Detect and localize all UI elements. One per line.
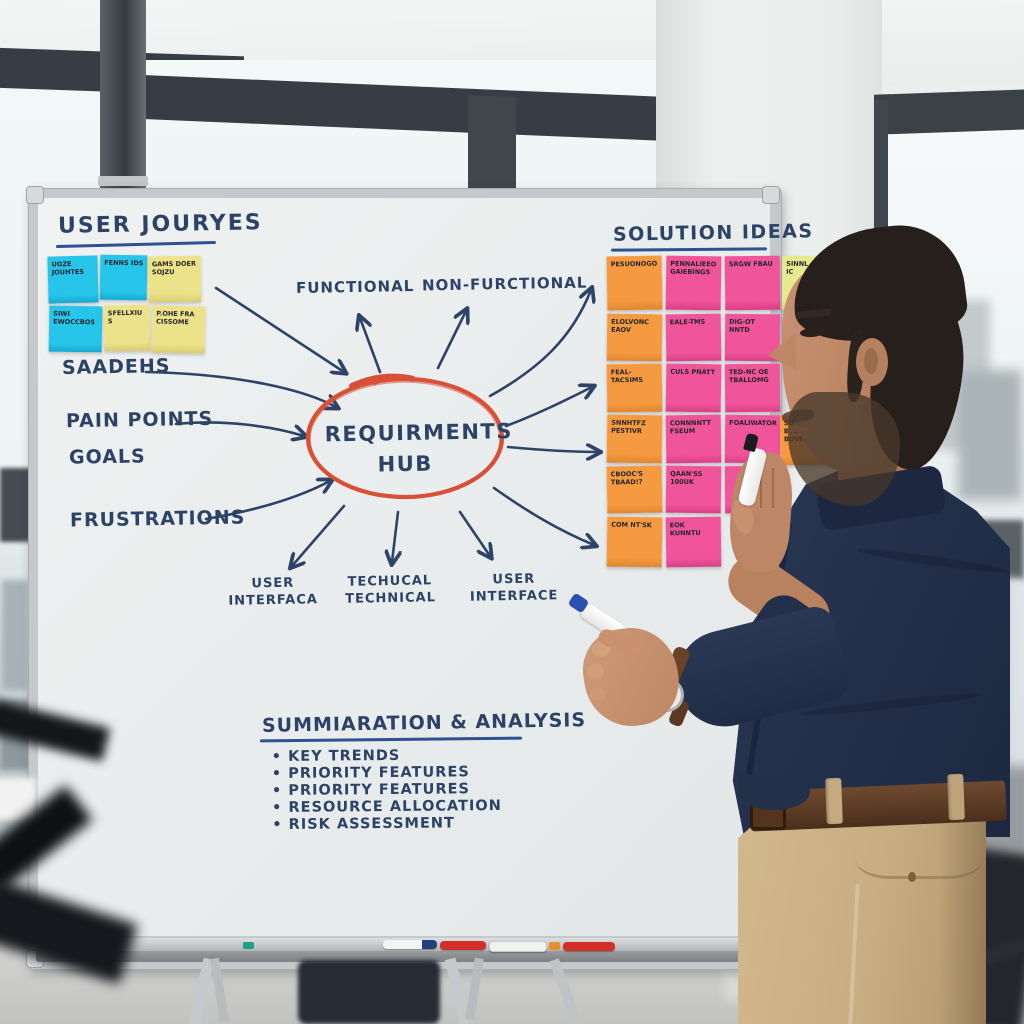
sticky-note: ELOLVONC EAOV <box>606 313 663 362</box>
tray-marker-orange <box>549 942 560 950</box>
hub-line2: HUB <box>377 451 434 477</box>
sticky-note: SIWI EWOCCBOS <box>48 305 103 353</box>
sticky-note: SRGW FBAU <box>724 255 781 311</box>
label-line: USER <box>492 571 536 588</box>
sticky-note: P.OHE FRA CISSOME <box>151 305 206 354</box>
chair-blur-under-board <box>298 960 440 1024</box>
sticky-note: FOALIWATOR <box>724 414 781 464</box>
summary-bullet-list: KEY TRENDS PRIORITY FEATURES PRIORITY FE… <box>272 747 502 834</box>
label-frustrations: FRUSTRATIONS <box>69 506 246 532</box>
sticky-note: SNNHTFZ PESTIVR <box>606 414 663 464</box>
label-goals: GOALS <box>68 445 146 469</box>
summary-bullet: PRIORITY FEATURES <box>272 781 502 800</box>
sticky-note: EOK KUNNTU <box>665 516 722 568</box>
label-line: TECHUCAL <box>347 573 433 590</box>
label-user-interfaca: USER INTERFACA <box>228 574 319 610</box>
easel-pole-band <box>98 176 148 186</box>
sticky-note: DIG-OT NNTD <box>724 313 781 362</box>
label-functional: FUNCTIONAL <box>295 276 415 298</box>
label-line: USER <box>251 575 295 592</box>
summary-bullet: PRIORITY FEATURES <box>272 764 502 783</box>
tray-marker-red2 <box>563 942 615 951</box>
sticky-note: COM NT'SK <box>606 516 663 568</box>
label-pain-points: PAIN POINTS <box>65 407 214 433</box>
tray-marker-navy <box>383 940 437 949</box>
label-line: INTERFACE <box>469 588 559 605</box>
sticky-note: QAAN'SS 100UK <box>665 465 722 514</box>
label-saadehs: SAADEHS <box>61 355 171 379</box>
hub-circle <box>305 373 505 500</box>
sticky-note: PENNALIEEO GAIEBINGS <box>665 255 722 311</box>
frame-corner-cap <box>762 186 780 204</box>
tray-marker-teal <box>243 942 254 949</box>
hub-line1: REQUIRMENTS <box>324 419 514 447</box>
summary-bullet: RISK ASSESSMENT <box>272 815 502 834</box>
sticky-note: FENNS IDS <box>99 254 148 301</box>
sticky-note: UOZE JOUHTES <box>47 255 99 304</box>
solution-ideas-title: SOLUTION IDEAS <box>612 220 814 246</box>
easel-pole <box>100 0 146 196</box>
summary-bullet: KEY TRENDS <box>272 747 502 766</box>
tray-marker-white <box>489 941 547 952</box>
sticky-note: SINNL OYBA IC <box>781 255 838 311</box>
sticky-note: PESUONOGO <box>606 255 663 311</box>
frame-corner-cap <box>26 186 44 204</box>
user-journeys-title: USER JOURYES <box>57 210 263 239</box>
hub-label: REQUIRMENTS HUB <box>324 417 514 482</box>
sticky-note: CULS PNATT <box>665 363 722 413</box>
sticky-note <box>724 465 781 514</box>
sticky-note: CBOOC'S TBAAD!? <box>606 465 663 514</box>
label-line: INTERFACA <box>228 592 319 609</box>
marker-tray-front <box>36 951 772 962</box>
tray-marker-red <box>440 941 486 950</box>
sticky-note: CONNNNTT FSEUM <box>665 414 722 464</box>
label-user-interface: USER INTERFACE <box>468 570 561 606</box>
sticky-note: GAMS DOER SOJZU <box>147 255 202 303</box>
summary-bullet: RESOURCE ALLOCATION <box>272 798 502 817</box>
sticky-note: SFELLXIUS <box>103 304 151 352</box>
sticky-note: EALE-TMS <box>665 313 722 362</box>
sticky-note: TED-NC OE TBALLOMG <box>724 363 781 413</box>
sticky-note: SOUN VTV EBUAI BUVNNNG <box>779 414 837 466</box>
city-building <box>2 580 28 690</box>
label-line: TECHNICAL <box>345 590 437 607</box>
sticky-note: FEAL-TACSIMS <box>606 363 663 413</box>
label-non-functional: NON-FURCTIONAL <box>421 273 588 295</box>
label-technical: TECHUCAL TECHNICAL <box>345 572 436 608</box>
